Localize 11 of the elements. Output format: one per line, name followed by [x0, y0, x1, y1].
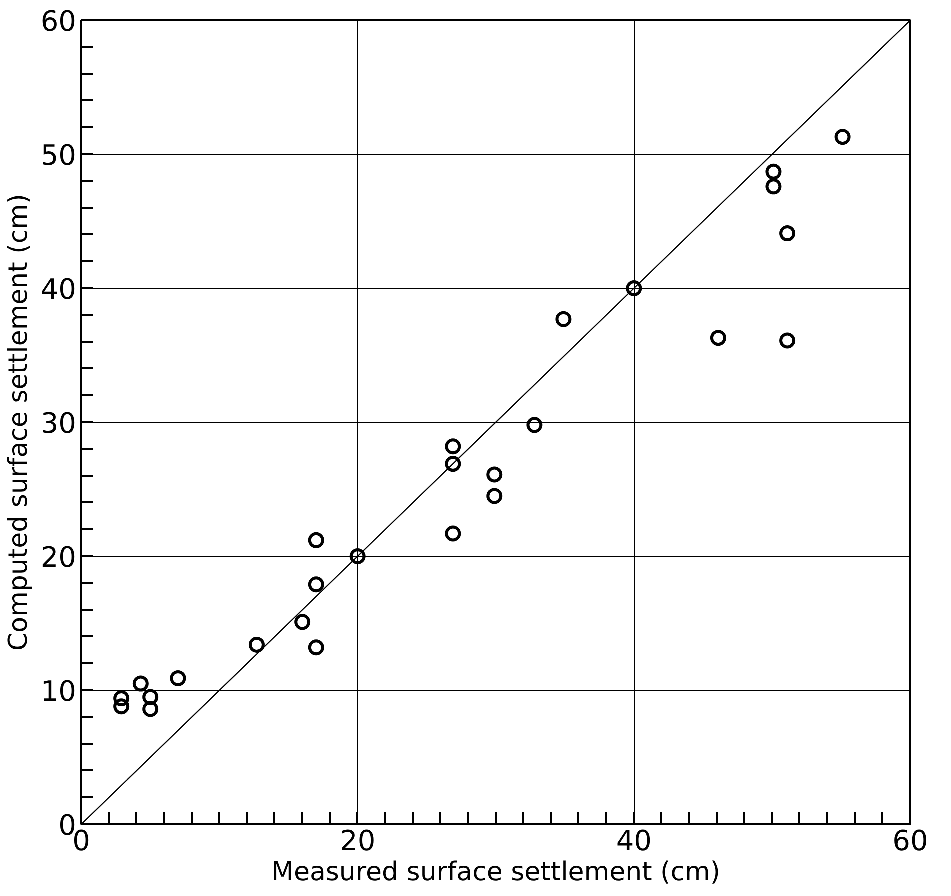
y-tick-label: 60	[40, 5, 77, 38]
y-tick-label: 10	[40, 675, 77, 708]
y-tick-label: 30	[40, 407, 77, 440]
y-tick-label: 20	[40, 541, 77, 574]
x-tick-label: 60	[892, 824, 928, 858]
x-tick-label: 20	[340, 824, 376, 858]
y-tick-label: 40	[40, 273, 77, 306]
x-tick-label: 40	[616, 824, 652, 858]
y-tick-label: 50	[40, 139, 77, 172]
y-axis-title: Computed surface settlement (cm)	[4, 194, 34, 652]
x-axis-title: Measured surface settlement (cm)	[272, 858, 720, 888]
